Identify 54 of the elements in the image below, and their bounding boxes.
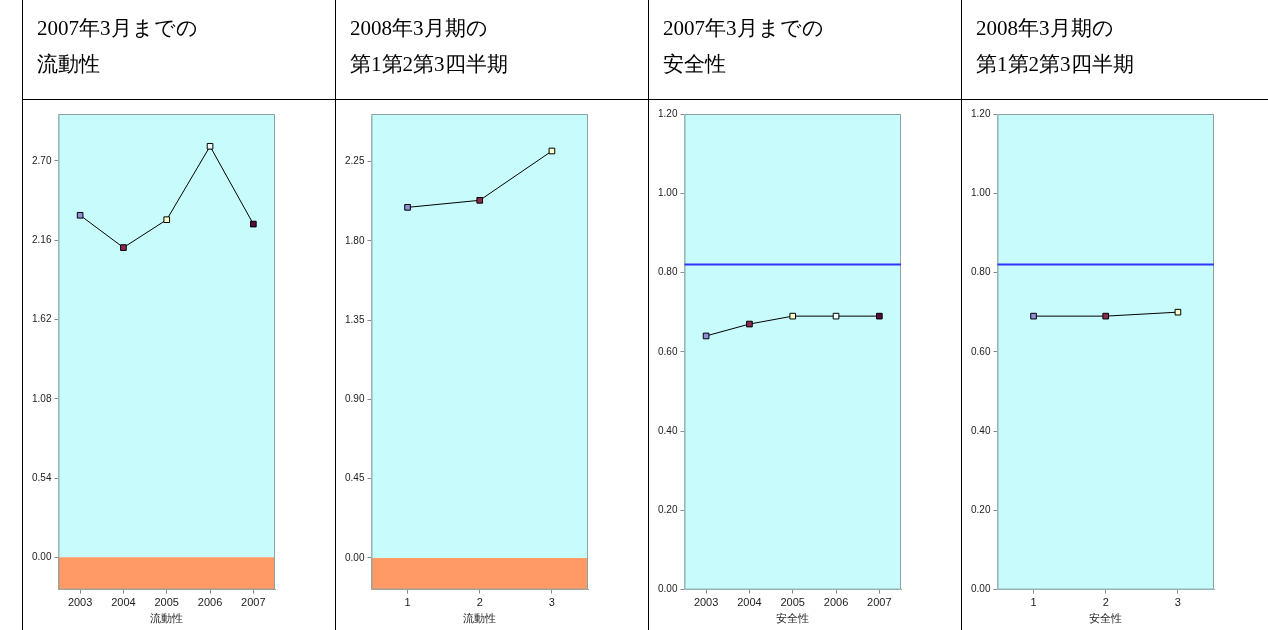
y-tick-label: 1.62 bbox=[31, 313, 52, 325]
y-tick-label: 1.20 bbox=[657, 107, 678, 119]
y-tick-label: 1.20 bbox=[970, 107, 991, 119]
x-axis-title: 流動性 bbox=[463, 612, 497, 626]
chart-subtitle: 安全性 bbox=[663, 51, 727, 78]
chart-subtitle: 第1第2第3四半期 bbox=[976, 51, 1135, 78]
x-tick-label: 1 bbox=[404, 596, 411, 609]
x-tick-label: 2004 bbox=[737, 596, 762, 609]
x-tick-label: 2003 bbox=[693, 596, 719, 609]
x-tick-label: 3 bbox=[548, 596, 555, 609]
y-tick-label: 0.00 bbox=[31, 551, 52, 563]
x-tick-label: 2007 bbox=[867, 596, 892, 609]
chart-subtitle: 第1第2第3四半期 bbox=[350, 51, 509, 78]
y-tick-label: 2.16 bbox=[31, 233, 52, 245]
x-axis-title: 安全性 bbox=[776, 612, 810, 626]
y-tick-label: 0.80 bbox=[657, 266, 678, 278]
x-tick-label: 3 bbox=[1174, 596, 1181, 609]
y-tick-label: 0.60 bbox=[970, 345, 991, 357]
y-tick-label: 0.00 bbox=[344, 551, 365, 563]
x-tick-label: 2007 bbox=[241, 596, 266, 609]
y-tick-label: 1.35 bbox=[344, 313, 365, 325]
x-tick-label: 2006 bbox=[197, 596, 223, 609]
x-tick-label: 2003 bbox=[67, 596, 93, 609]
y-tick-label: 1.08 bbox=[31, 392, 52, 404]
y-tick-label: 2.25 bbox=[344, 155, 365, 167]
y-tick-label: 0.20 bbox=[657, 504, 678, 516]
y-tick-label: 0.00 bbox=[970, 583, 991, 595]
chart-subtitle: 流動性 bbox=[37, 51, 101, 78]
y-tick-label: 0.40 bbox=[970, 424, 991, 436]
chart-title: 2007年3月までの bbox=[37, 15, 199, 42]
y-tick-label: 0.80 bbox=[970, 266, 991, 278]
y-tick-label: 0.00 bbox=[657, 583, 678, 595]
x-tick-label: 2005 bbox=[780, 596, 805, 609]
chart-title: 2007年3月までの bbox=[663, 15, 825, 42]
x-tick-label: 1 bbox=[1030, 596, 1037, 609]
x-tick-label: 2004 bbox=[111, 596, 136, 609]
chart-title: 2008年3月期の bbox=[350, 15, 489, 42]
y-tick-label: 0.54 bbox=[31, 471, 52, 483]
y-tick-label: 1.00 bbox=[657, 187, 678, 199]
y-tick-label: 0.40 bbox=[657, 424, 678, 436]
chart-title: 2008年3月期の bbox=[976, 15, 1115, 42]
y-tick-label: 1.80 bbox=[344, 234, 365, 246]
y-tick-label: 0.90 bbox=[344, 393, 365, 405]
y-tick-label: 0.45 bbox=[344, 472, 365, 484]
x-tick-label: 2006 bbox=[823, 596, 849, 609]
x-axis-title: 流動性 bbox=[150, 612, 184, 626]
y-tick-label: 0.60 bbox=[657, 345, 678, 357]
x-tick-label: 2005 bbox=[154, 596, 179, 609]
x-tick-label: 2 bbox=[476, 596, 483, 609]
y-tick-label: 0.20 bbox=[970, 504, 991, 516]
x-axis-title: 安全性 bbox=[1089, 612, 1123, 626]
x-tick-label: 2 bbox=[1102, 596, 1109, 609]
y-tick-label: 2.70 bbox=[31, 154, 52, 166]
y-tick-label: 1.00 bbox=[970, 187, 991, 199]
